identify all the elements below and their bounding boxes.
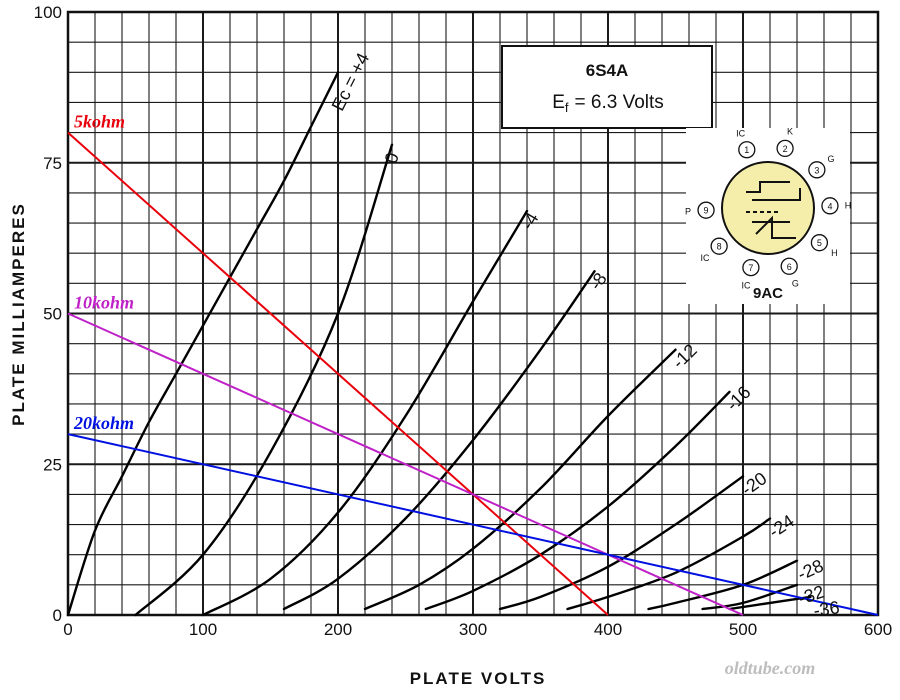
base-code: 9AC	[753, 285, 783, 302]
pin-number: 3	[814, 165, 819, 175]
x-axis-title: PLATE VOLTS	[410, 669, 547, 688]
pin-circle	[697, 201, 715, 219]
curve-8	[282, 270, 596, 611]
pin-circle	[710, 237, 728, 255]
pin-number: 5	[817, 238, 822, 248]
pin-circle	[821, 197, 839, 215]
pin-circle	[808, 161, 826, 179]
x-tick-label: 0	[63, 620, 72, 639]
pin-number: 8	[717, 242, 722, 252]
x-tick-label: 300	[459, 620, 487, 639]
curve-ec-plus4	[66, 71, 340, 617]
curve-12	[363, 348, 677, 611]
x-tick-label: 600	[864, 620, 892, 639]
pin-function: IC	[700, 253, 710, 263]
curve-label: -4	[517, 209, 542, 233]
curve-28	[647, 559, 799, 611]
x-tick-label: 500	[729, 620, 757, 639]
pin-circle	[738, 141, 756, 159]
pin-function: G	[792, 279, 799, 289]
pin-function: IC	[736, 128, 746, 138]
y-tick-label: 50	[43, 305, 62, 324]
load-lines	[67, 131, 879, 616]
curve-label: -16	[722, 382, 755, 415]
y-tick-label: 0	[53, 606, 62, 625]
pin-circle	[810, 234, 829, 252]
base-pin: 8 IC	[700, 237, 728, 263]
pin-number: 1	[744, 145, 749, 155]
heater-voltage: Ef = 6.3 Volts	[552, 92, 664, 115]
load-line-label: 20kohm	[73, 413, 134, 433]
y-axis-title: PLATE MILLIAMPERES	[9, 202, 28, 426]
base-pin: 6G	[780, 257, 799, 289]
y-tick-label: 100	[34, 3, 62, 22]
y-tick-label: 25	[43, 455, 62, 474]
curve-label: -36	[812, 597, 841, 621]
x-tick-label: 100	[189, 620, 217, 639]
y-tick-label: 75	[43, 154, 62, 173]
pin-number: 9	[704, 206, 709, 216]
tube-type: 6S4A	[586, 61, 629, 80]
curve-20	[498, 475, 745, 611]
pin-number: 6	[787, 262, 792, 272]
pin-function: G	[828, 154, 835, 164]
tube-envelope	[721, 161, 815, 255]
base-pin: 2K	[776, 127, 794, 158]
info-box: 6S4A Ef = 6.3 Volts	[501, 45, 713, 129]
pin-circle	[776, 139, 794, 158]
base-pin: 5H	[810, 234, 838, 258]
curve-24	[566, 517, 772, 611]
load-line-20kohm	[67, 433, 879, 616]
pin-function: IC	[741, 280, 751, 290]
pin-function: H	[831, 248, 838, 258]
base-pin: 9P	[685, 201, 715, 219]
base-pin: 3G	[808, 154, 835, 179]
pin-function: H	[845, 201, 852, 211]
curve-label: -12	[668, 340, 701, 372]
curve-label: -28	[794, 555, 826, 584]
pin-circle	[780, 257, 798, 275]
electrode-symbols	[746, 181, 801, 239]
curve-4	[201, 209, 529, 617]
load-line-label: 10kohm	[74, 293, 134, 313]
base-pin: 7 IC	[741, 258, 760, 290]
pin-circle	[742, 258, 760, 277]
pin-number: 2	[783, 144, 788, 154]
x-tick-label: 400	[594, 620, 622, 639]
load-line-label: 5kohm	[74, 112, 125, 132]
pin-function: K	[787, 127, 793, 137]
pin-function: P	[685, 206, 691, 216]
curve-32	[701, 583, 799, 611]
base-pin: 1 IC	[736, 128, 756, 159]
grid-voltage-curves	[66, 71, 812, 617]
pin-number: 4	[827, 201, 832, 211]
x-tick-label: 200	[324, 620, 352, 639]
pin-number: 7	[748, 263, 753, 273]
load-line-10kohm	[67, 312, 744, 616]
curve-16	[424, 390, 731, 611]
watermark: oldtube.com	[725, 658, 816, 678]
info-box-frame	[501, 45, 713, 129]
curve-0	[134, 143, 394, 617]
